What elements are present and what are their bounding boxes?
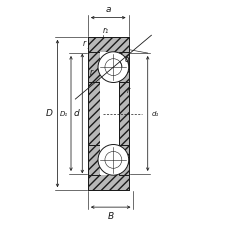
Bar [100,52,119,82]
Bar [100,145,119,175]
Text: d₁: d₁ [151,111,158,116]
Text: r₁: r₁ [102,25,108,35]
Text: r: r [127,86,130,95]
Circle shape [98,145,128,175]
Circle shape [104,59,121,76]
Text: D: D [45,109,52,118]
Circle shape [104,151,121,168]
Bar [87,82,100,145]
Bar [119,52,128,82]
Bar [100,82,119,145]
Text: a: a [105,5,111,14]
Text: d: d [74,109,79,118]
Bar [87,174,128,190]
Text: D₁: D₁ [59,111,67,116]
Circle shape [98,52,128,82]
Bar [87,52,100,82]
Bar [119,82,128,145]
Text: B: B [107,212,113,221]
Text: $\alpha$: $\alpha$ [124,55,131,64]
Bar [87,37,128,53]
Text: r: r [90,68,93,77]
Text: r: r [82,39,85,48]
Bar [119,145,128,175]
Bar [87,145,100,175]
